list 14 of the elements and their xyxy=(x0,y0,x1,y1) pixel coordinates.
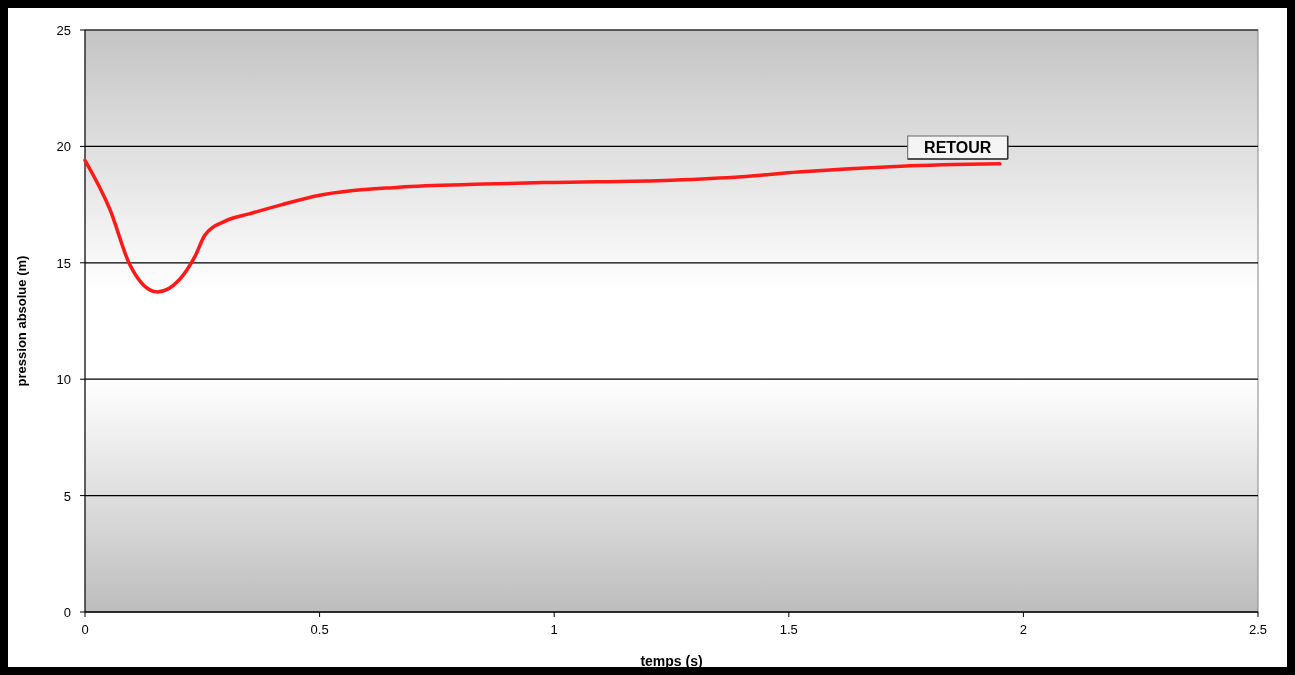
y-tick-label: 10 xyxy=(56,372,71,388)
x-tick-label: 2 xyxy=(1019,622,1028,637)
y-tick-label: 20 xyxy=(56,139,71,155)
y-axis-title: pression absolue (m) xyxy=(14,255,29,387)
y-tick-label: 15 xyxy=(56,255,71,271)
x-tick-label: 1.5 xyxy=(779,622,798,637)
y-tick-label: 25 xyxy=(56,23,71,38)
line-series xyxy=(83,158,1002,294)
x-tick-label: 0 xyxy=(81,622,89,637)
x-tick-label: 0.5 xyxy=(310,622,329,637)
y-tick-label: 0 xyxy=(63,605,71,620)
x-tick-label: 2.5 xyxy=(1248,622,1268,637)
y-tick-label: 5 xyxy=(63,488,71,504)
x-tick-label: 1 xyxy=(550,622,558,637)
